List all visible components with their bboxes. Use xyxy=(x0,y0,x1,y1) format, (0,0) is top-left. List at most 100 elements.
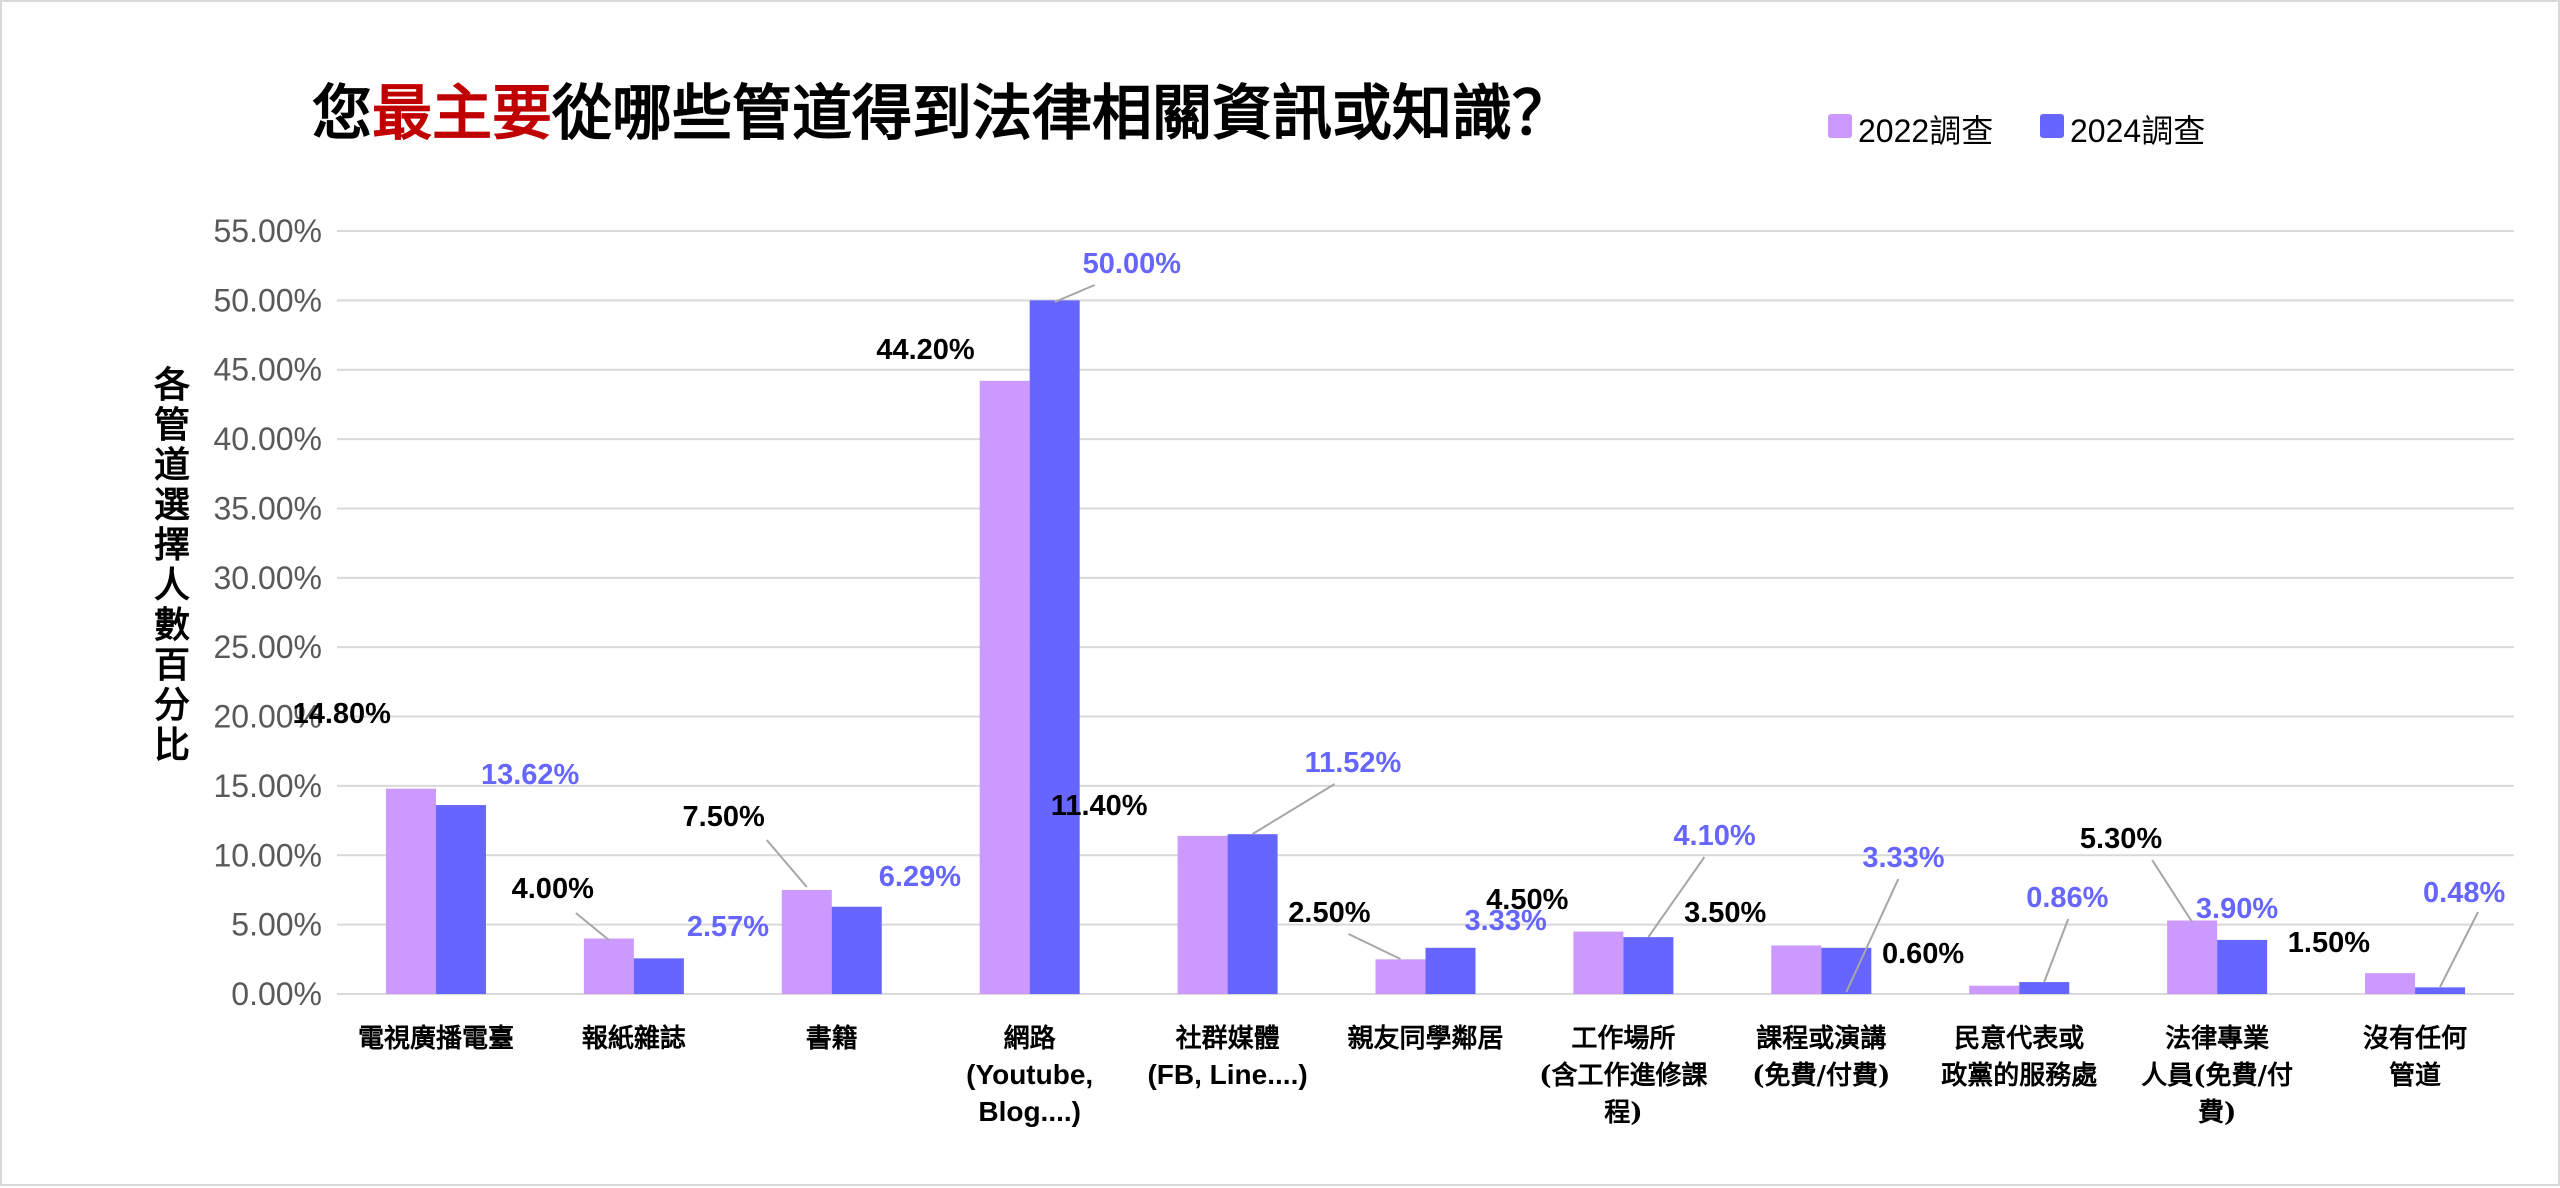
bar-2022 xyxy=(1771,945,1822,994)
y-tick-label: 40.00% xyxy=(213,421,322,457)
title-part-before: 您 xyxy=(312,79,372,149)
data-label: 14.80% xyxy=(293,698,392,730)
leader-line xyxy=(1054,284,1096,303)
data-label: 3.90% xyxy=(2196,893,2278,925)
bar-2022 xyxy=(385,788,436,994)
title-part-highlight: 最主要 xyxy=(372,79,552,149)
data-label: 3.33% xyxy=(1465,905,1547,937)
chart-title: 您最主要從哪些管道得到法律相關資訊或知識？ xyxy=(312,79,1572,149)
legend-label: 2024調查 xyxy=(2070,113,2205,149)
data-label: 7.50% xyxy=(683,801,765,833)
y-tick-label: 5.00% xyxy=(231,907,322,943)
bar-2022 xyxy=(1375,959,1426,994)
x-category-label: 沒有任何 xyxy=(2363,1024,2467,1054)
bar-2022 xyxy=(1969,985,2020,994)
leader-line xyxy=(2043,918,2070,983)
y-tick-label: 50.00% xyxy=(213,282,322,318)
bar-2022 xyxy=(583,938,634,994)
data-label: 3.50% xyxy=(1684,897,1766,929)
x-category-label: (Youtube, xyxy=(966,1059,1093,1090)
data-label: 6.29% xyxy=(879,861,961,893)
data-label: 4.50% xyxy=(1486,884,1568,916)
y-tick-label: 30.00% xyxy=(213,560,322,596)
leader-line xyxy=(2439,911,2479,988)
y-axis-label: 各管道選擇人數百分比 xyxy=(154,364,191,766)
bar-2024 xyxy=(2019,982,2070,994)
data-label: 11.40% xyxy=(1051,790,1148,822)
x-category-label: 民意代表或 xyxy=(1954,1023,2084,1054)
legend: 2022調查 2024調查 xyxy=(1828,113,2205,149)
legend-label: 2022調查 xyxy=(1858,113,1993,149)
data-label: 3.33% xyxy=(1862,842,1944,874)
svg-text:您最主要從哪些管道得到法律相關資訊或知識？: 您最主要從哪些管道得到法律相關資訊或知識？ xyxy=(312,79,1572,149)
data-label: 0.60% xyxy=(1882,938,1964,970)
x-category-label: Blog....) xyxy=(978,1096,1081,1127)
bar-2024 xyxy=(2217,939,2268,994)
data-label: 0.48% xyxy=(2423,877,2505,909)
y-tick-label: 25.00% xyxy=(213,629,322,665)
x-category-label: 課程或演講 xyxy=(1756,1023,1886,1054)
y-tick-label: 55.00% xyxy=(213,213,322,249)
bar-2022 xyxy=(2365,973,2416,994)
leader-line xyxy=(2151,859,2193,923)
data-label: 4.10% xyxy=(1673,820,1755,852)
data-label: 44.20% xyxy=(876,334,975,366)
x-category-label: 法律專業 xyxy=(2165,1024,2269,1054)
data-label: 2.50% xyxy=(1288,897,1370,929)
bar-2024 xyxy=(2415,987,2466,994)
leader-line xyxy=(766,839,808,888)
leader-line xyxy=(1845,878,1900,993)
data-label: 0.86% xyxy=(2026,882,2108,914)
bar-2022 xyxy=(1177,835,1228,994)
legend-swatch xyxy=(1828,114,1852,138)
y-tick-label: 15.00% xyxy=(213,768,322,804)
data-label: 50.00% xyxy=(1083,248,1182,280)
y-axis-title: 各管道選擇人數百分比 xyxy=(154,364,191,766)
x-category-label: (含工作進修課 xyxy=(1539,1060,1708,1091)
data-label: 13.62% xyxy=(481,759,580,791)
bar-2022 xyxy=(781,889,832,994)
x-category-label: (FB, Line....) xyxy=(1147,1059,1307,1090)
x-category-label: 社群媒體 xyxy=(1176,1023,1280,1054)
bar-2024 xyxy=(1029,300,1080,994)
data-label: 11.52% xyxy=(1305,747,1402,779)
data-labels: 14.80% 13.62% 4.00% 2.57% 7.50% 6.29% 44.20% 50… xyxy=(293,248,2506,970)
x-category-label: 人員(免費/付 xyxy=(2141,1060,2293,1091)
leader-line xyxy=(1647,856,1706,938)
x-category-label: 政黨的服務處 xyxy=(1941,1060,2097,1091)
data-label: 2.57% xyxy=(687,911,769,943)
bar-2022 xyxy=(1573,931,1624,994)
bar-2024 xyxy=(1623,937,1674,994)
gridlines xyxy=(337,230,2514,995)
y-tick-label: 20.00% xyxy=(213,699,322,735)
bars xyxy=(385,300,2466,994)
title-part-after: 從哪些管道得到法律相關資訊或知識？ xyxy=(551,79,1572,149)
y-tick-label: 35.00% xyxy=(213,490,322,526)
leader-line xyxy=(1348,933,1401,960)
bar-2024 xyxy=(1227,834,1278,994)
x-category-label: 書籍 xyxy=(806,1023,858,1054)
x-category-label: 電視廣播電臺 xyxy=(358,1024,514,1054)
leader-line xyxy=(1252,783,1336,835)
y-axis-ticks: 0.00% 5.00% 10.00% 15.00% 20.00% 25.00% 30.00%… xyxy=(213,213,322,1012)
bar-2024 xyxy=(1425,947,1476,994)
data-label: 1.50% xyxy=(2288,927,2370,959)
x-category-label: (免費/付費) xyxy=(1752,1060,1890,1091)
data-label: 5.30% xyxy=(2080,823,2162,855)
x-category-label: 網路 xyxy=(1004,1023,1057,1054)
bar-2024 xyxy=(435,805,486,994)
leader-lines xyxy=(575,284,2479,993)
leader-line xyxy=(575,912,610,941)
data-label: 4.00% xyxy=(512,873,594,905)
bar-2022 xyxy=(2167,920,2218,994)
legend-swatch xyxy=(2040,114,2064,138)
x-category-label: 費) xyxy=(2198,1098,2236,1128)
bar-2024 xyxy=(633,958,684,994)
x-category-label: 程) xyxy=(1604,1098,1642,1128)
x-category-label: 親友同學鄰居 xyxy=(1347,1024,1503,1054)
bar-2022 xyxy=(979,380,1030,994)
x-category-label: 報紙雜誌 xyxy=(582,1023,686,1054)
x-category-label: 工作場所 xyxy=(1571,1024,1675,1054)
